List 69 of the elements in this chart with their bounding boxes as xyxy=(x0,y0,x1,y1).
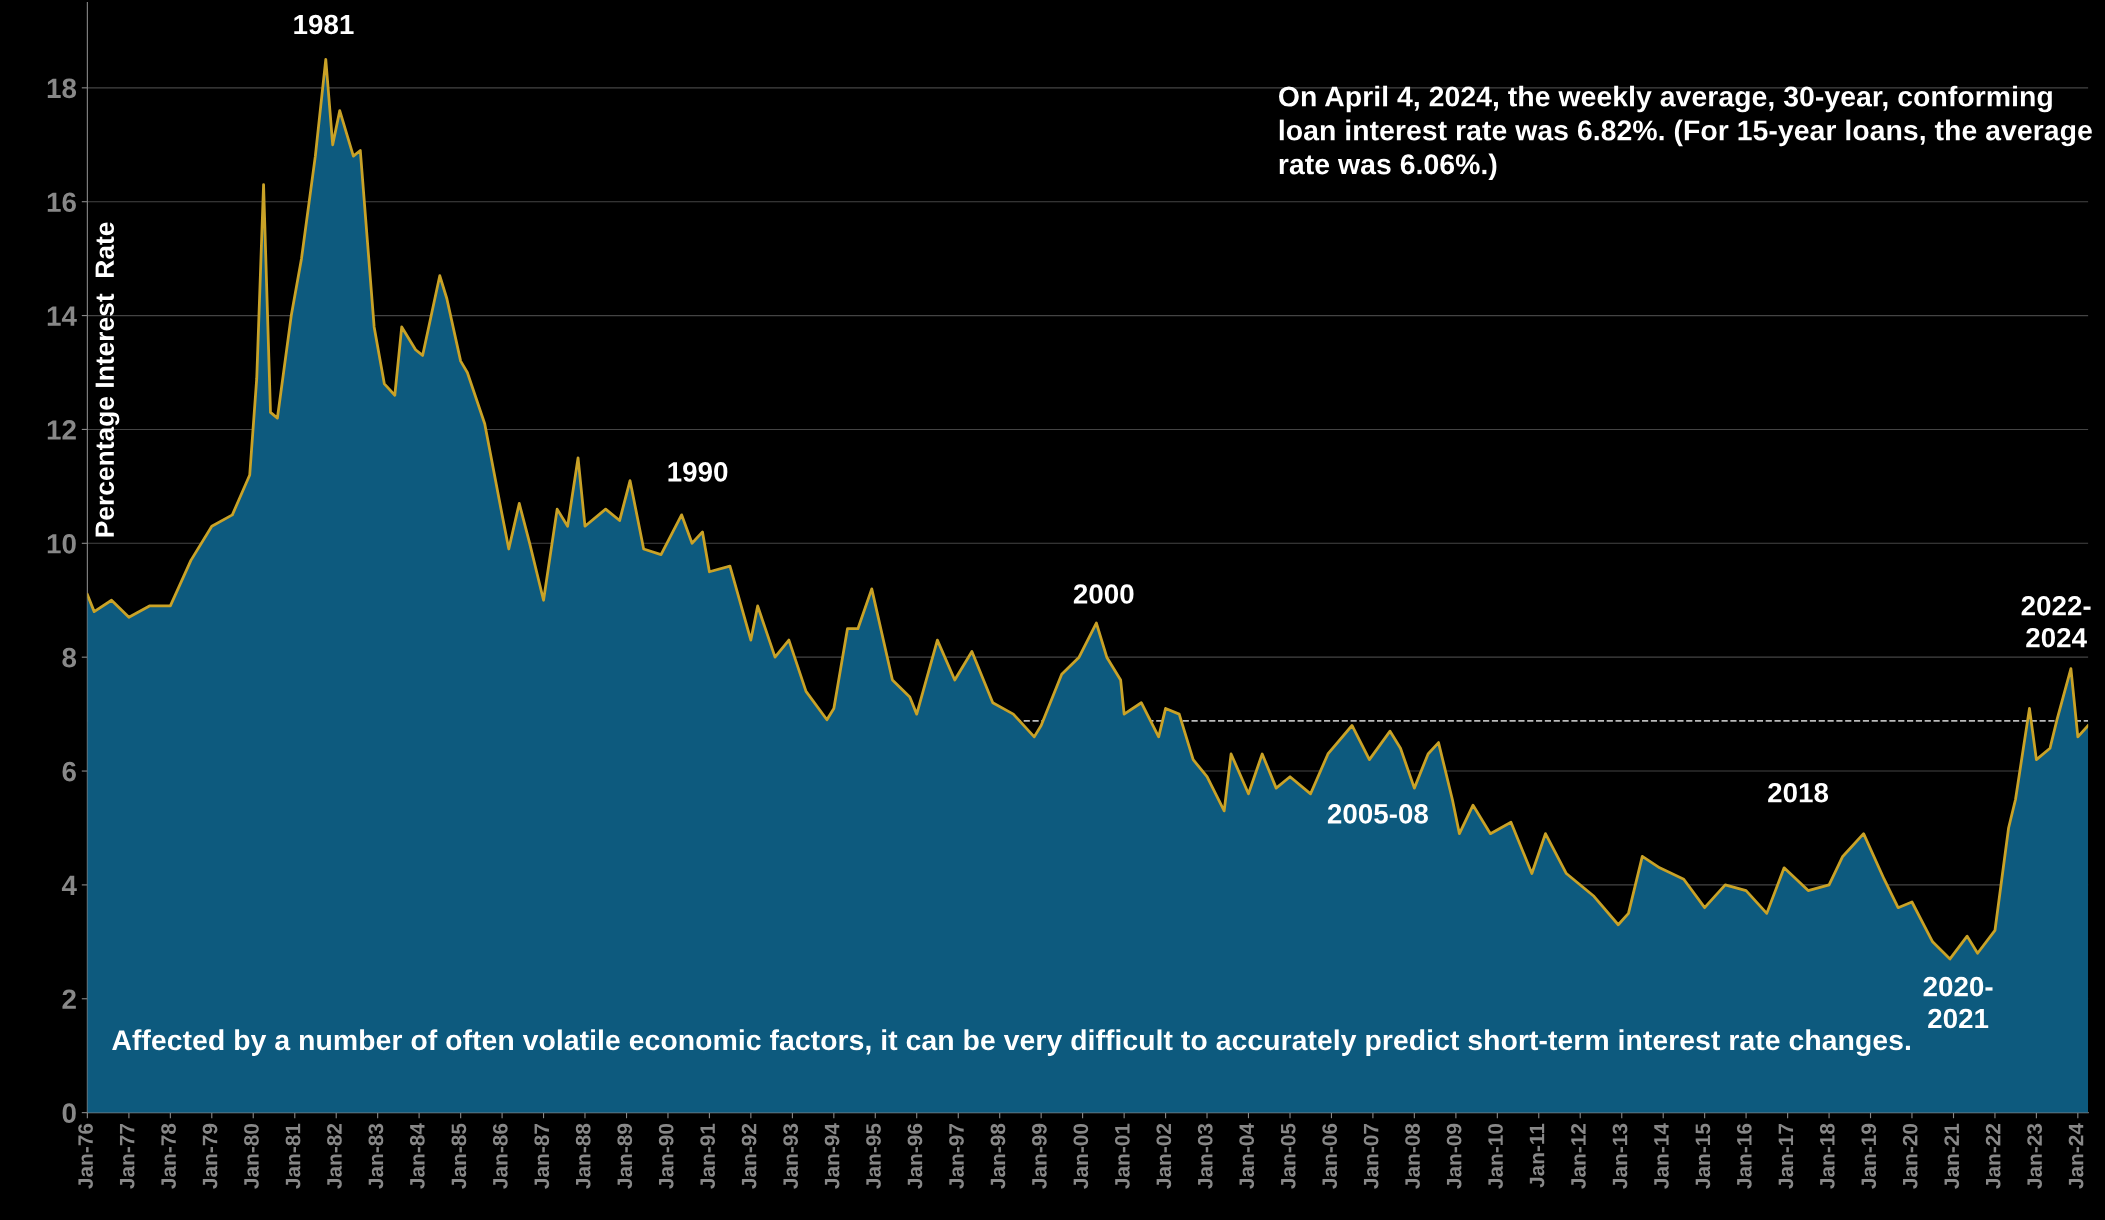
x-tick-label: Jan-99 xyxy=(1031,1123,1047,1189)
x-tick-label: Jan-95 xyxy=(866,1123,881,1189)
x-tick-label: Jan-76 xyxy=(78,1123,93,1189)
x-tick-label: Jan-22 xyxy=(1985,1123,2001,1189)
x-tick-label: Jan-15 xyxy=(1695,1123,1711,1189)
annotation: 1981 xyxy=(294,14,354,35)
x-tick-label: Jan-82 xyxy=(327,1123,342,1189)
annotation: 2005-08 xyxy=(1327,804,1428,824)
y-tick-label: 14 xyxy=(47,306,77,326)
x-tick-label: Jan-92 xyxy=(741,1123,757,1189)
x-tick-label: Jan-13 xyxy=(1612,1123,1628,1189)
y-tick-label: 4 xyxy=(61,875,77,895)
x-tick-label: Jan-19 xyxy=(1861,1123,1877,1189)
x-tick-label: Jan-98 xyxy=(990,1123,1006,1189)
x-tick-label: Jan-00 xyxy=(1073,1123,1089,1189)
x-tick-label: Jan-05 xyxy=(1280,1123,1296,1189)
x-tick-label: Jan-94 xyxy=(824,1123,840,1189)
annotation: On April 4, 2024, the weekly average, 30-year, conforming loan interest rate was 6.82%. (For 15-year loans, the average rate was 6.06%.) xyxy=(1279,85,2092,181)
y-tick-label: 8 xyxy=(62,647,77,668)
x-tick-label: Jan-24 xyxy=(2068,1123,2084,1189)
y-tick-label: 0 xyxy=(62,1103,76,1123)
x-tick-label: Jan-77 xyxy=(119,1123,135,1189)
x-tick-label: Jan-20 xyxy=(1902,1123,1918,1189)
annotation: Affected by a number of often volatile economic factors, it can be very difficult to accurately predict short-term interest rate changes. xyxy=(112,1029,1910,1057)
x-tick-label: Jan-96 xyxy=(907,1123,923,1189)
x-tick-label: Jan-07 xyxy=(1363,1123,1379,1189)
y-tick-label: 6 xyxy=(62,761,76,782)
x-tick-label: Jan-02 xyxy=(1156,1123,1172,1189)
x-tick-label: Jan-86 xyxy=(492,1123,508,1189)
annotation: 2020- 2021 xyxy=(1923,976,1993,1029)
x-tick-label: Jan-80 xyxy=(244,1123,259,1189)
annotation: 2018 xyxy=(1768,782,1829,803)
x-tick-label: Jan-79 xyxy=(202,1123,218,1189)
x-tick-label: Jan-09 xyxy=(1446,1123,1462,1189)
x-tick-label: Jan-90 xyxy=(658,1123,674,1189)
x-tick-label: Jan-91 xyxy=(700,1123,715,1189)
annotation: 2000 xyxy=(1073,584,1134,604)
x-tick-label: Jan-03 xyxy=(1197,1123,1213,1189)
x-tick-label: Jan-84 xyxy=(409,1123,425,1189)
x-tick-label: Jan-11 xyxy=(1529,1123,1545,1188)
y-tick-label: 12 xyxy=(47,420,76,440)
x-tick-label: Jan-78 xyxy=(161,1123,176,1189)
y-tick-label: 16 xyxy=(47,192,76,213)
x-tick-label: Jan-18 xyxy=(1819,1123,1835,1189)
x-tick-label: Jan-12 xyxy=(1571,1123,1586,1189)
y-axis-title: Percentage Interest Rate xyxy=(95,222,120,537)
x-tick-label: Jan-21 xyxy=(1944,1123,1960,1189)
x-tick-label: Jan-17 xyxy=(1778,1123,1794,1189)
x-tick-label: Jan-87 xyxy=(534,1123,550,1189)
x-tick-label: Jan-10 xyxy=(1488,1123,1503,1189)
x-tick-label: Jan-08 xyxy=(1405,1123,1420,1189)
x-tick-label: Jan-01 xyxy=(1114,1123,1130,1189)
x-tick-label: Jan-14 xyxy=(1654,1123,1669,1189)
x-tick-label: Jan-06 xyxy=(1322,1123,1338,1189)
x-tick-label: Jan-85 xyxy=(451,1123,467,1189)
x-tick-label: Jan-83 xyxy=(368,1123,384,1189)
x-tick-label: Jan-88 xyxy=(575,1123,591,1189)
x-tick-label: Jan-93 xyxy=(783,1123,799,1189)
y-tick-label: 2 xyxy=(62,989,76,1009)
annotation: 2022- 2024 xyxy=(2021,595,2091,648)
x-tick-label: Jan-04 xyxy=(1239,1123,1255,1189)
x-tick-label: Jan-16 xyxy=(1736,1123,1752,1189)
y-tick-label: 18 xyxy=(47,78,77,99)
annotation: 1990 xyxy=(668,462,728,482)
x-tick-label: Jan-81 xyxy=(285,1123,301,1189)
x-tick-label: Jan-97 xyxy=(949,1123,964,1189)
y-tick-label: 10 xyxy=(47,533,76,554)
x-tick-label: Jan-89 xyxy=(617,1123,633,1189)
x-tick-label: Jan-23 xyxy=(2027,1123,2043,1189)
